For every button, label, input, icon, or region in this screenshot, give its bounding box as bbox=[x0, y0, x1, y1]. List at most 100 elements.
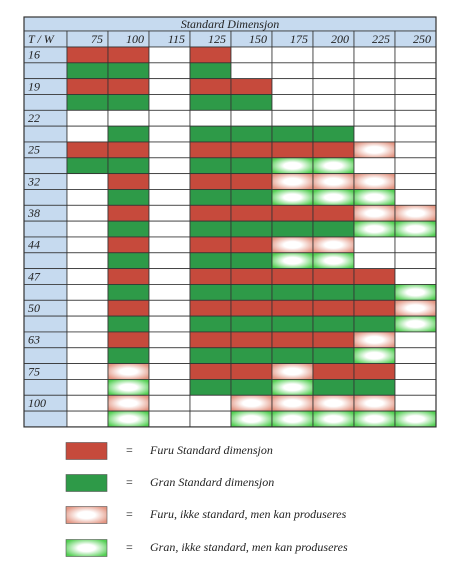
cell bbox=[394, 236, 437, 254]
cell bbox=[107, 189, 150, 206]
cell bbox=[230, 78, 273, 95]
cell bbox=[107, 410, 150, 428]
cell bbox=[189, 347, 232, 364]
row-header-cell bbox=[23, 189, 68, 206]
table-title: Standard Dimensjon bbox=[181, 17, 280, 31]
cell bbox=[189, 252, 232, 270]
cell bbox=[230, 379, 273, 396]
cell bbox=[107, 141, 150, 159]
legend-label: Gran, ikke standard, men kan produseres bbox=[150, 540, 348, 554]
cell bbox=[394, 157, 437, 175]
cell bbox=[189, 173, 232, 190]
legend-label: Furu, ikke standard, men kan produseres bbox=[149, 507, 347, 521]
cell bbox=[230, 363, 273, 380]
row-header-cell bbox=[23, 252, 68, 270]
cell bbox=[394, 299, 437, 317]
cell bbox=[148, 125, 191, 143]
corner-label: T / W bbox=[28, 32, 55, 46]
cell bbox=[353, 125, 396, 143]
column-header: 125 bbox=[208, 32, 226, 46]
cell bbox=[312, 236, 355, 254]
cell bbox=[148, 299, 191, 317]
cell bbox=[353, 268, 396, 285]
cell bbox=[66, 204, 109, 222]
cell bbox=[353, 299, 396, 317]
cell bbox=[353, 46, 396, 64]
cell bbox=[66, 284, 109, 301]
cell bbox=[189, 363, 232, 380]
cell bbox=[148, 394, 191, 412]
cell bbox=[394, 410, 437, 428]
cell bbox=[66, 347, 109, 364]
row-header: 22 bbox=[28, 111, 40, 125]
cell bbox=[271, 363, 314, 380]
cell bbox=[353, 284, 396, 301]
cell bbox=[148, 410, 191, 428]
cell bbox=[271, 236, 314, 254]
cell bbox=[230, 125, 273, 143]
legend-equals: = bbox=[126, 475, 133, 489]
cell bbox=[271, 173, 314, 190]
cell bbox=[148, 347, 191, 364]
cell bbox=[107, 284, 150, 301]
cell bbox=[148, 78, 191, 95]
column-header: 225 bbox=[372, 32, 390, 46]
cell bbox=[394, 331, 437, 349]
cell bbox=[148, 379, 191, 396]
cell bbox=[271, 284, 314, 301]
cell bbox=[230, 410, 273, 428]
cell bbox=[66, 299, 109, 317]
cell bbox=[66, 141, 109, 159]
cell bbox=[107, 252, 150, 270]
cell bbox=[394, 141, 437, 159]
cell bbox=[66, 236, 109, 254]
cell bbox=[66, 189, 109, 206]
cell bbox=[394, 173, 437, 190]
cell bbox=[189, 125, 232, 143]
cell bbox=[312, 315, 355, 333]
cell bbox=[312, 220, 355, 238]
row-header-cell bbox=[23, 157, 68, 175]
cell bbox=[107, 157, 150, 175]
cell bbox=[189, 157, 232, 175]
cell bbox=[189, 331, 232, 349]
cell bbox=[189, 268, 232, 285]
cell bbox=[353, 347, 396, 364]
cell bbox=[312, 331, 355, 349]
row-header-cell bbox=[23, 62, 68, 80]
row-header-cell bbox=[23, 410, 68, 428]
cell bbox=[394, 315, 437, 333]
cell bbox=[353, 173, 396, 190]
cell bbox=[394, 347, 437, 364]
cell bbox=[230, 157, 273, 175]
cell bbox=[312, 204, 355, 222]
cell bbox=[230, 347, 273, 364]
cell bbox=[353, 78, 396, 95]
cell bbox=[394, 363, 437, 380]
row-header-cell bbox=[23, 94, 68, 111]
column-header: 150 bbox=[249, 32, 267, 46]
cell bbox=[230, 94, 273, 111]
row-header-cell bbox=[23, 125, 68, 143]
cell bbox=[394, 379, 437, 396]
table-border bbox=[23, 16, 437, 428]
cell bbox=[271, 78, 314, 95]
cell bbox=[312, 268, 355, 285]
cell bbox=[107, 236, 150, 254]
row-header: 50 bbox=[28, 301, 40, 315]
cell bbox=[107, 46, 150, 64]
cell bbox=[66, 379, 109, 396]
cell bbox=[66, 94, 109, 111]
cell bbox=[107, 394, 150, 412]
cell bbox=[394, 252, 437, 270]
cell bbox=[271, 157, 314, 175]
cell bbox=[66, 331, 109, 349]
cell bbox=[230, 284, 273, 301]
cell bbox=[271, 204, 314, 222]
cell bbox=[107, 268, 150, 285]
cell bbox=[230, 46, 273, 64]
cell bbox=[312, 141, 355, 159]
cell bbox=[66, 157, 109, 175]
cell bbox=[230, 109, 273, 127]
cell bbox=[189, 284, 232, 301]
